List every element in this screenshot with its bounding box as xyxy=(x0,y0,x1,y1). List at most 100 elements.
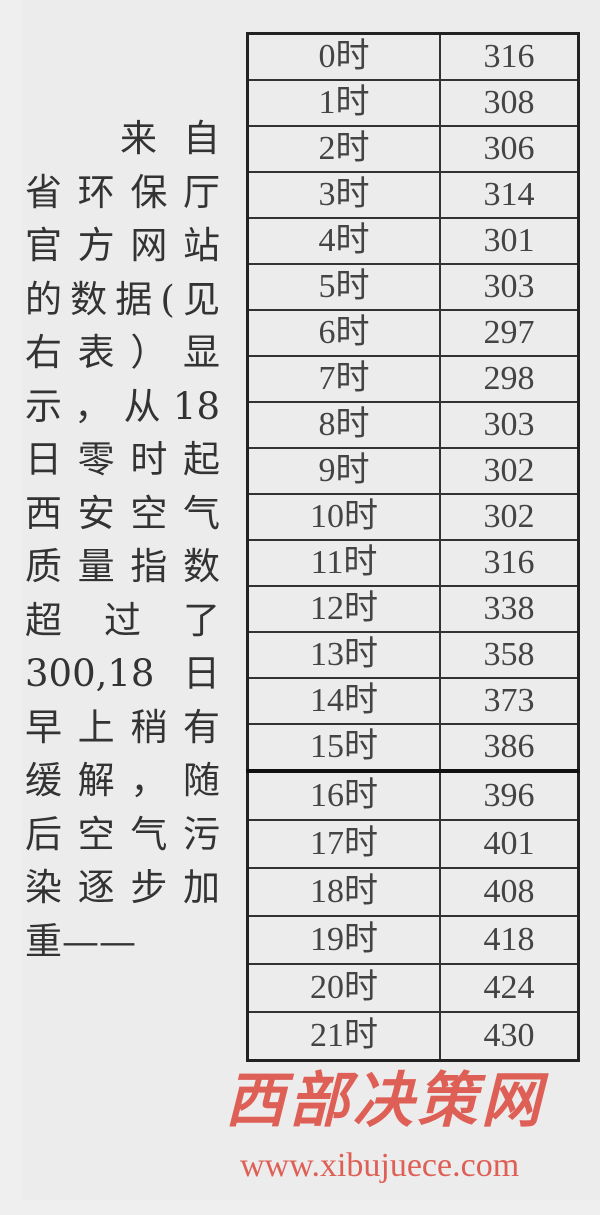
article-line-text: 日零时起 xyxy=(25,438,220,481)
article-line-text: 官方网站 xyxy=(25,224,220,267)
article-line-text: 的数据(见 xyxy=(25,277,220,321)
article-line: 示，从18 xyxy=(25,380,220,434)
aqi-cell: 316 xyxy=(439,32,580,81)
article-line: 的数据(见 xyxy=(25,273,220,327)
watermark-logo: 西部决策网 xyxy=(225,1066,545,1136)
hour-cell: 15时 xyxy=(246,723,441,772)
article-line: 早上稍有 xyxy=(25,701,220,755)
table-row: 8时 303 xyxy=(246,401,580,449)
aqi-cell: 316 xyxy=(439,539,580,587)
table-row: 17时 401 xyxy=(246,819,580,869)
hour-cell: 20时 xyxy=(246,963,441,1013)
hour-cell: 10时 xyxy=(246,493,441,541)
table-row: 20时 424 xyxy=(246,963,580,1013)
table-row: 12时 338 xyxy=(246,585,580,633)
hour-cell: 11时 xyxy=(246,539,441,587)
table-row: 2时 306 xyxy=(246,125,580,173)
hour-cell: 2时 xyxy=(246,125,441,173)
article-line-text: 重—— xyxy=(25,919,136,963)
article-line: 官方网站 xyxy=(25,219,220,273)
aqi-cell: 338 xyxy=(439,585,580,633)
hour-cell: 1时 xyxy=(246,79,441,127)
article-line: 300,18日 xyxy=(25,647,220,701)
aqi-cell: 424 xyxy=(439,963,580,1013)
aqi-hourly-table: 0时 316 1时 308 2时 306 3时 314 4时 301 5时 303 6时 297 7时 298… xyxy=(246,32,580,1062)
table-row: 11时 316 xyxy=(246,539,580,587)
article-line-text: 右表）显 xyxy=(25,331,220,374)
aqi-cell: 314 xyxy=(439,171,580,219)
article-line-text: 染逐步加 xyxy=(25,866,220,909)
table-row: 15时 386 xyxy=(246,723,580,772)
hour-cell: 14时 xyxy=(246,677,441,725)
article-line: 染逐步加 xyxy=(25,861,220,915)
aqi-cell: 302 xyxy=(439,447,580,495)
table-row: 16时 396 xyxy=(246,769,580,821)
aqi-cell: 430 xyxy=(439,1011,580,1062)
table-row: 21时 430 xyxy=(246,1011,580,1062)
aqi-cell: 401 xyxy=(439,819,580,869)
article-line: 超过了 xyxy=(25,594,220,648)
aqi-cell: 302 xyxy=(439,493,580,541)
hour-cell: 3时 xyxy=(246,171,441,219)
hour-cell: 13时 xyxy=(246,631,441,679)
table-row: 1时 308 xyxy=(246,79,580,127)
hour-cell: 8时 xyxy=(246,401,441,449)
table-row: 0时 316 xyxy=(246,32,580,81)
article-line: 来自 xyxy=(25,112,220,166)
hour-cell: 5时 xyxy=(246,263,441,311)
table-row: 14时 373 xyxy=(246,677,580,725)
aqi-cell: 386 xyxy=(439,723,580,772)
article-line: 后空气污 xyxy=(25,808,220,862)
aqi-cell: 303 xyxy=(439,263,580,311)
aqi-cell: 306 xyxy=(439,125,580,173)
hour-cell: 17时 xyxy=(246,819,441,869)
aqi-cell: 308 xyxy=(439,79,580,127)
table-row: 4时 301 xyxy=(246,217,580,265)
article-line: 西安空气 xyxy=(25,487,220,541)
table-row: 19时 418 xyxy=(246,915,580,965)
hour-cell: 21时 xyxy=(246,1011,441,1062)
article-line-text: 来自 xyxy=(120,117,220,160)
hour-cell: 6时 xyxy=(246,309,441,357)
article-line-text: 省环保厅 xyxy=(25,170,220,214)
article-line-text: 示，从18 xyxy=(25,384,220,428)
table-row: 5时 303 xyxy=(246,263,580,311)
article-line-text: 早上稍有 xyxy=(25,705,220,749)
hour-cell: 18时 xyxy=(246,867,441,917)
article-line: 省环保厅 xyxy=(25,166,220,220)
aqi-cell: 298 xyxy=(439,355,580,403)
table-row: 10时 302 xyxy=(246,493,580,541)
hour-cell: 12时 xyxy=(246,585,441,633)
article-line: 质量指数 xyxy=(25,540,220,594)
hour-cell: 16时 xyxy=(246,769,441,821)
article-line: 日零时起 xyxy=(25,433,220,487)
hour-cell: 9时 xyxy=(246,447,441,495)
aqi-cell: 408 xyxy=(439,867,580,917)
table-row: 7时 298 xyxy=(246,355,580,403)
hour-cell: 0时 xyxy=(246,32,441,81)
table-row: 9时 302 xyxy=(246,447,580,495)
aqi-cell: 396 xyxy=(439,769,580,821)
aqi-cell: 373 xyxy=(439,677,580,725)
table-row: 3时 314 xyxy=(246,171,580,219)
table-row: 13时 358 xyxy=(246,631,580,679)
aqi-cell: 358 xyxy=(439,631,580,679)
aqi-cell: 418 xyxy=(439,915,580,965)
watermark-url: www.xibujuece.com xyxy=(240,1147,520,1184)
table-row: 18时 408 xyxy=(246,867,580,917)
hour-cell: 19时 xyxy=(246,915,441,965)
article-line-text: 后空气污 xyxy=(25,812,220,856)
hour-cell: 7时 xyxy=(246,355,441,403)
aqi-cell: 297 xyxy=(439,309,580,357)
aqi-cell: 303 xyxy=(439,401,580,449)
article-line-text: 缓解，随 xyxy=(25,759,220,802)
article-line-text: 质量指数 xyxy=(25,545,220,588)
article-line-text: 西安空气 xyxy=(25,491,220,535)
article-line: 右表）显 xyxy=(25,326,220,380)
article-line-text: 300,18日 xyxy=(25,652,220,695)
table-row: 6时 297 xyxy=(246,309,580,357)
article-text: 来自省环保厅官方网站的数据(见右表）显示，从18 日零时起西安空气质量指数超过了 3… xyxy=(25,112,220,968)
article-line-text: 超过了 xyxy=(25,598,220,642)
article-line: 重—— xyxy=(25,915,220,969)
hour-cell: 4时 xyxy=(246,217,441,265)
